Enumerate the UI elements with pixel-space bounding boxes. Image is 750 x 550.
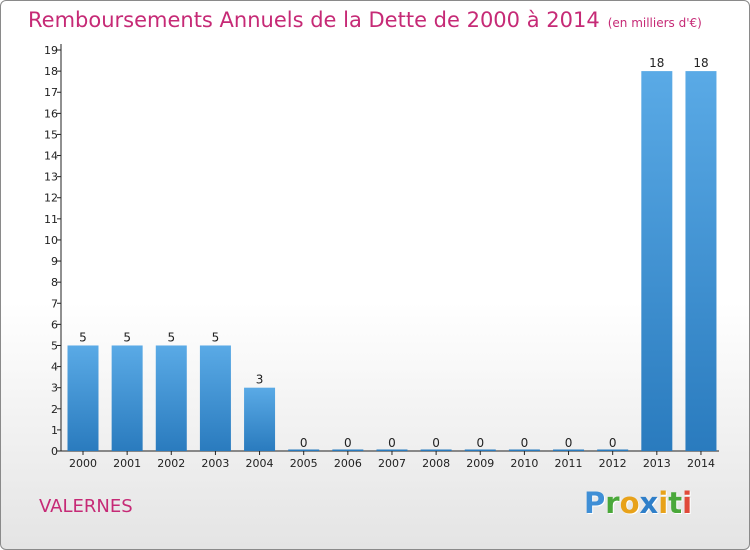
x-tick-label: 2001 xyxy=(113,457,141,470)
bar xyxy=(685,71,717,452)
data-label: 3 xyxy=(256,373,264,387)
x-tick-label: 2006 xyxy=(334,457,362,470)
logo-letter: i xyxy=(682,486,693,520)
y-tick-label: 18 xyxy=(44,65,58,78)
y-tick-label: 5 xyxy=(51,339,58,352)
logo-letter: P xyxy=(584,486,606,520)
logo-letter: r xyxy=(605,486,620,520)
chart-unit-text: (en milliers d'€) xyxy=(607,16,702,30)
chart-title: Remboursements Annuels de la Dette de 20… xyxy=(28,8,702,32)
commune-name: VALERNES xyxy=(39,496,133,517)
y-tick-label: 15 xyxy=(44,128,58,141)
x-tick-label: 2009 xyxy=(466,457,494,470)
x-tick-label: 2004 xyxy=(246,457,274,470)
x-tick-label: 2005 xyxy=(290,457,318,470)
data-label: 5 xyxy=(212,330,220,344)
logo-letter: i xyxy=(658,486,669,520)
bar xyxy=(508,449,540,451)
bar xyxy=(597,449,629,451)
y-tick-label: 16 xyxy=(44,107,58,120)
y-tick-label: 17 xyxy=(44,86,58,99)
data-label: 0 xyxy=(609,436,617,450)
y-tick-label: 6 xyxy=(51,318,58,331)
bar xyxy=(553,449,585,451)
bar xyxy=(199,345,231,451)
x-tick-label: 2003 xyxy=(201,457,229,470)
bar xyxy=(420,449,452,451)
x-tick-label: 2013 xyxy=(643,457,671,470)
data-label: 0 xyxy=(344,436,352,450)
bar xyxy=(288,449,320,451)
data-label: 18 xyxy=(649,56,664,70)
data-label: 0 xyxy=(388,436,396,450)
y-tick-label: 11 xyxy=(44,213,58,226)
y-tick-label: 2 xyxy=(51,403,58,416)
data-label: 0 xyxy=(521,436,529,450)
bar xyxy=(67,345,99,451)
y-tick-label: 4 xyxy=(51,361,58,374)
y-tick-label: 8 xyxy=(51,276,58,289)
bar xyxy=(376,449,408,451)
logo-letter: o xyxy=(619,486,640,520)
data-label: 0 xyxy=(300,436,308,450)
data-label: 0 xyxy=(565,436,573,450)
x-tick-label: 2008 xyxy=(422,457,450,470)
y-tick-label: 9 xyxy=(51,255,58,268)
bar xyxy=(641,71,673,452)
y-tick-label: 0 xyxy=(51,445,58,458)
bar xyxy=(244,387,276,451)
x-tick-label: 2010 xyxy=(510,457,538,470)
data-label: 5 xyxy=(79,330,87,344)
chart-title-text: Remboursements Annuels de la Dette de 20… xyxy=(28,8,600,32)
logo-letter: x xyxy=(639,486,659,520)
bar xyxy=(332,449,364,451)
bar xyxy=(111,345,143,451)
x-tick-label: 2007 xyxy=(378,457,406,470)
data-label: 0 xyxy=(476,436,484,450)
y-tick-label: 3 xyxy=(51,382,58,395)
bar xyxy=(464,449,496,451)
data-label: 18 xyxy=(693,56,708,70)
x-tick-label: 2012 xyxy=(599,457,627,470)
y-tick-label: 19 xyxy=(44,44,58,57)
x-tick-label: 2002 xyxy=(157,457,185,470)
x-tick-label: 2000 xyxy=(69,457,97,470)
x-tick-label: 2011 xyxy=(555,457,583,470)
y-tick-label: 12 xyxy=(44,192,58,205)
bar xyxy=(155,345,187,451)
y-tick-label: 7 xyxy=(51,297,58,310)
proxiti-logo: Proxiti xyxy=(584,486,692,520)
y-tick-label: 1 xyxy=(51,424,58,437)
y-tick-label: 10 xyxy=(44,234,58,247)
data-label: 5 xyxy=(167,330,175,344)
logo-letter: t xyxy=(668,486,683,520)
y-tick-label: 14 xyxy=(44,150,58,163)
x-tick-label: 2014 xyxy=(687,457,715,470)
data-label: 5 xyxy=(123,330,131,344)
data-label: 0 xyxy=(432,436,440,450)
y-tick-label: 13 xyxy=(44,171,58,184)
